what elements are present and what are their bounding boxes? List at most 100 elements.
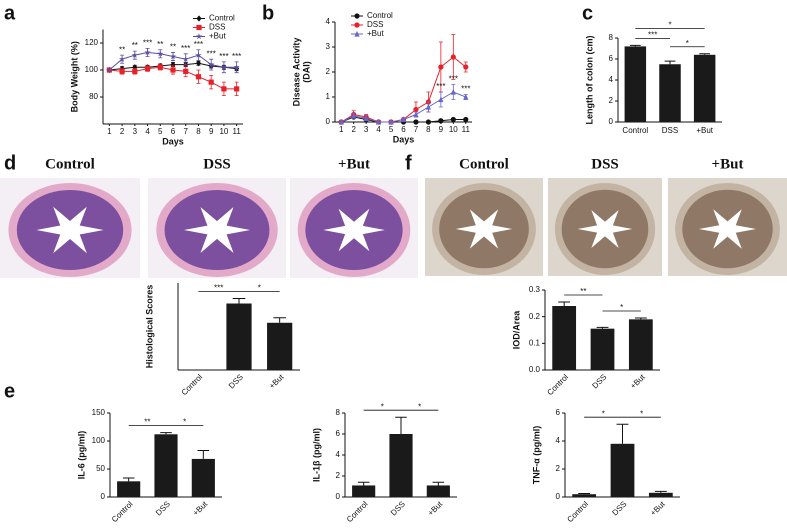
annotation: ***	[194, 40, 203, 49]
marker	[182, 55, 189, 62]
marker	[463, 116, 469, 123]
error-bar	[232, 298, 246, 304]
marker	[208, 79, 214, 85]
x-tick-label: 5	[389, 125, 394, 134]
legend-marker	[195, 33, 203, 40]
marker	[363, 115, 369, 121]
x-tick-label: 9	[439, 125, 444, 134]
marker	[463, 64, 469, 70]
x-tick-label: DSS	[610, 500, 628, 518]
bar	[267, 322, 293, 370]
marker	[144, 66, 151, 72]
x-tick-label: 1	[339, 125, 344, 134]
annotation: **	[132, 41, 138, 50]
x-tick-label: +But	[426, 499, 445, 518]
bar	[154, 434, 178, 497]
y-tick-label: 6	[609, 54, 614, 63]
marker	[338, 118, 344, 125]
x-tick-label: 11	[232, 127, 241, 136]
lumen	[183, 207, 251, 253]
bar	[191, 458, 215, 497]
x-tick-label: DSS	[154, 500, 172, 518]
x-tick-label: +But	[267, 372, 286, 391]
y-tick-label: 4	[556, 436, 561, 445]
bar	[693, 54, 716, 122]
legend-label: Control	[367, 11, 393, 20]
marker	[233, 63, 240, 71]
lumen	[698, 209, 757, 249]
marker	[221, 86, 227, 92]
x-tick-label: +But	[649, 499, 668, 518]
bar	[426, 485, 450, 497]
panel-letter: a	[4, 2, 16, 24]
x-tick-label: Control	[180, 372, 205, 397]
marker	[157, 50, 164, 57]
annotation: **	[119, 45, 125, 54]
marker	[119, 68, 125, 74]
marker	[106, 66, 113, 73]
error-bar	[432, 481, 445, 486]
y-tick-label: 3	[326, 42, 331, 51]
x-tick-label: +But	[629, 372, 648, 391]
marker	[450, 116, 456, 123]
annotation: ***	[461, 85, 470, 94]
panel-letter: b	[262, 2, 274, 24]
x-tick-label: +But	[696, 126, 713, 135]
y-tick-label: 2	[609, 96, 614, 105]
marker	[207, 61, 215, 68]
x-tick-label: Control	[545, 372, 570, 397]
marker	[425, 119, 432, 125]
image-label: Control	[459, 156, 509, 172]
image-label: +But	[712, 156, 744, 172]
legend-marker	[354, 13, 360, 19]
error-bar	[596, 326, 609, 329]
legend-marker	[196, 15, 202, 22]
error-bar	[664, 60, 676, 65]
bar	[389, 434, 413, 497]
y-tick-label: 0	[326, 117, 331, 126]
bar	[352, 485, 376, 497]
series-line	[340, 56, 467, 123]
x-tick-label: 2	[351, 125, 356, 134]
annotation: **	[170, 43, 176, 52]
y-tick-label: 4	[326, 17, 331, 26]
bar	[628, 319, 653, 370]
y-tick-label: 0.0	[529, 365, 541, 374]
bar	[648, 492, 673, 497]
error-bar	[578, 493, 591, 495]
y-tick-label: 1	[326, 92, 331, 101]
x-tick-label: DSS	[590, 373, 608, 391]
error-bar	[357, 481, 370, 486]
x-tick-label: 8	[426, 125, 431, 134]
x-tick-label: 3	[133, 127, 138, 136]
y-axis-title: Disease Activity	[291, 38, 301, 107]
bar	[590, 328, 615, 370]
marker	[118, 55, 126, 62]
x-axis-title: Days	[162, 136, 184, 146]
error-bar	[654, 490, 667, 493]
marker	[195, 60, 202, 67]
error-bar	[197, 450, 210, 459]
panel-letter: c	[582, 2, 593, 24]
legend-label: +But	[209, 32, 226, 41]
significance-label: **	[580, 287, 586, 296]
x-tick-label: 10	[219, 127, 228, 136]
legend-marker	[196, 24, 202, 31]
y-axis-title: Body Weight (%)	[69, 41, 79, 112]
x-tick-label: 11	[462, 125, 471, 134]
annotation: ***	[219, 52, 228, 61]
lumen	[36, 206, 104, 254]
legend-marker	[354, 22, 360, 28]
x-tick-label: DSS	[662, 126, 678, 135]
annotation: ***	[232, 52, 241, 61]
y-tick-label: 2	[336, 471, 341, 480]
y-tick-label: 100	[92, 436, 106, 445]
significance-label: *	[381, 402, 384, 411]
annotation: ***	[143, 39, 152, 48]
y-tick-label: 80	[89, 92, 98, 101]
y-tick-label: 100	[85, 65, 99, 74]
panel-letter: e	[4, 380, 15, 402]
marker	[169, 53, 177, 60]
y-axis-title: IOD/Area	[511, 310, 521, 350]
